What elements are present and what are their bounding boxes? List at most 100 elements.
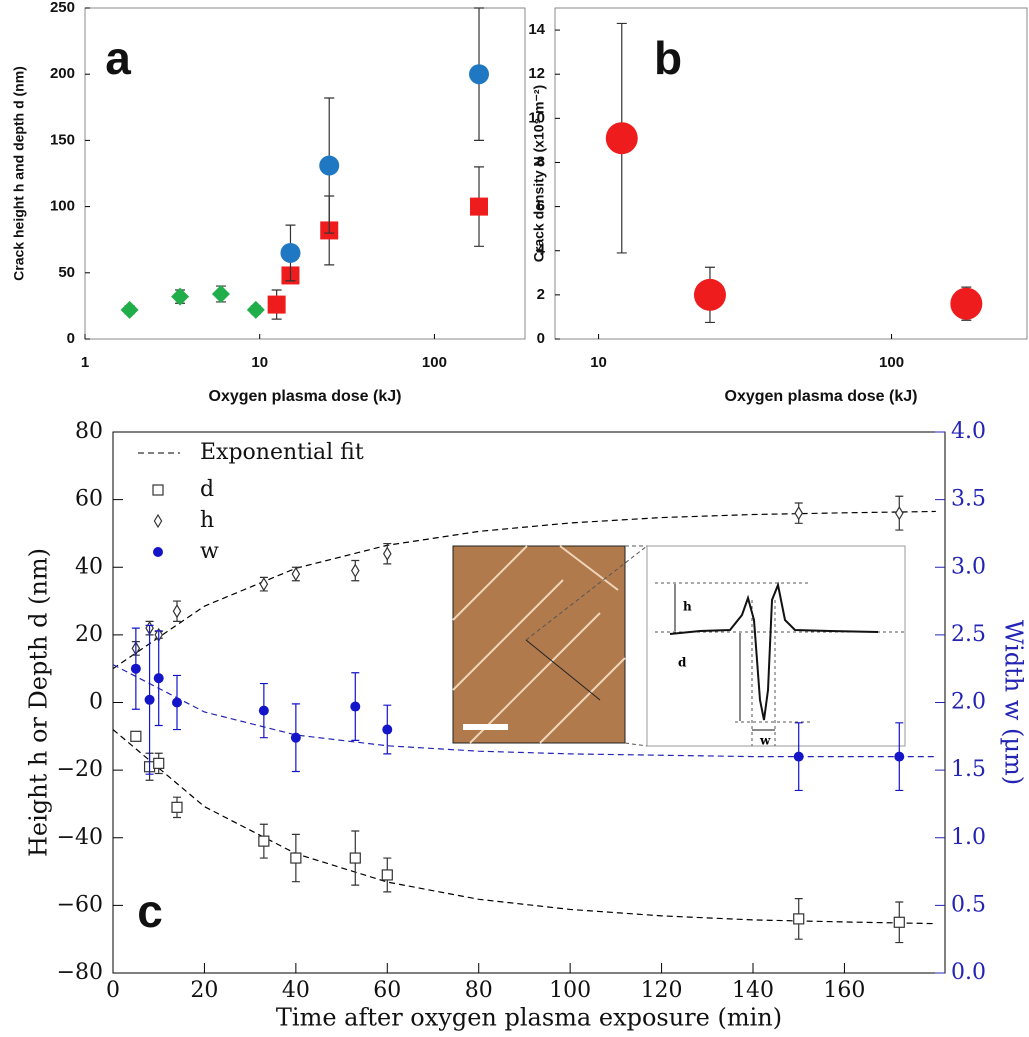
data-point: [130, 730, 142, 742]
x-tick-label: 1: [81, 354, 89, 371]
connector: [624, 742, 648, 747]
micrograph: [452, 545, 626, 744]
legend-marker: [153, 513, 163, 529]
data-point: [793, 913, 805, 925]
y-tick-label: −60: [57, 892, 103, 917]
scale-bar: [463, 724, 508, 730]
y-tick-label: 200: [50, 65, 75, 82]
data-point: [793, 751, 804, 762]
y-tick-label: −40: [57, 825, 103, 850]
y2-tick-label: 2.5: [951, 622, 986, 647]
x-tick-label: 60: [373, 978, 401, 1003]
data-point: [381, 869, 393, 881]
y-tick-label: 80: [75, 419, 103, 444]
data-point: [349, 852, 361, 864]
y-axis-label: Height h or Depth d (nm): [25, 548, 53, 857]
x-tick-label: 0: [106, 978, 120, 1003]
data-point: [319, 155, 340, 176]
x-tick-label: 10: [251, 354, 268, 371]
inset-label: h: [683, 600, 692, 614]
y-tick-label: 0: [67, 330, 75, 347]
y-tick-label: −20: [57, 757, 103, 782]
data-point: [894, 751, 905, 762]
legend-marker: [153, 547, 163, 557]
data-point: [171, 287, 190, 306]
inset: h d w: [452, 545, 906, 748]
legend-label: h: [200, 508, 214, 533]
y2-axis-label: Width w (µm): [1000, 620, 1028, 785]
data-point: [172, 604, 182, 619]
data-point: [469, 64, 490, 85]
y2-tick-label: 1.5: [951, 757, 986, 782]
x-tick-label: 140: [732, 978, 774, 1003]
data-point: [950, 287, 983, 320]
legend-label: d: [200, 477, 214, 502]
data-point: [144, 694, 155, 705]
data-point: [258, 705, 269, 716]
legend-label: Exponential fit: [200, 440, 364, 465]
y2-tick-label: 4.0: [951, 419, 986, 444]
y-tick-label: 10: [528, 109, 545, 126]
legend-label: w: [200, 539, 219, 564]
y-tick-label: 0: [89, 690, 103, 715]
x-tick-label: 10: [590, 354, 607, 371]
y-tick-label: 20: [75, 622, 103, 647]
x-tick-label: 100: [879, 354, 904, 371]
data-point: [693, 278, 726, 311]
x-tick-label: 40: [282, 978, 310, 1003]
y-tick-label: 150: [50, 131, 75, 148]
data-point: [290, 732, 301, 743]
data-point: [350, 701, 361, 712]
y2-tick-label: 3.0: [951, 554, 986, 579]
y-axis-label: Crack density N (x10⁹ m⁻²): [531, 85, 547, 262]
x-axis-label: Oxygen plasma dose (kJ): [725, 388, 918, 405]
data-point: [794, 505, 804, 521]
x-tick-label: 160: [823, 978, 865, 1003]
data-point: [267, 295, 286, 314]
data-point: [290, 852, 302, 864]
profile-guides: [655, 582, 905, 746]
data-point: [172, 697, 182, 708]
y-tick-label: 2: [537, 286, 545, 303]
crack-lines: [452, 545, 626, 744]
x-tick-label: 80: [465, 978, 493, 1003]
data-point: [893, 916, 905, 928]
y-tick-label: 4: [537, 242, 546, 259]
fit-line: [112, 729, 936, 925]
profile-curve: [669, 581, 879, 721]
y-tick-label: 60: [75, 487, 103, 512]
x-tick-label: 100: [549, 978, 591, 1003]
data-point: [291, 566, 301, 582]
inset-label: w: [759, 734, 771, 748]
data-point: [382, 546, 392, 561]
data-point: [382, 724, 393, 735]
dimension-arrows: [674, 584, 775, 731]
y2-tick-label: 2.0: [951, 690, 986, 715]
data-point: [259, 576, 269, 592]
x-tick-label: 120: [641, 978, 683, 1003]
data-point: [280, 242, 301, 263]
y-tick-label: 6: [537, 198, 545, 215]
y-axis-label: Crack height h and depth d (nm): [11, 66, 27, 281]
data-point: [153, 757, 165, 769]
x-tick-label: 100: [422, 354, 447, 371]
panel: 1 10 100 0 50 100 150 200 250 Oxygen plasma dose …: [11, 0, 526, 405]
inset-label: d: [678, 656, 687, 670]
panel-label: a: [105, 32, 131, 84]
data-point: [211, 284, 230, 303]
fit-line: [112, 510, 936, 670]
connector: [525, 545, 648, 641]
panel: 0 20 40 60 80 100 120 140 160 −80 −60 −40 −20 0 20 40 60…: [25, 419, 1028, 1032]
panel-label: b: [654, 32, 682, 84]
y-tick-label: 8: [537, 153, 545, 170]
panel: 10 100 0 2 4 6 8 10 12 14 Oxygen plasma dose (kJ) C…: [528, 7, 1028, 405]
y-tick-label: 12: [528, 65, 545, 82]
y-tick-label: 14: [528, 21, 545, 38]
y-tick-label: 250: [50, 0, 75, 16]
panel-label: c: [137, 885, 163, 937]
pointer: [525, 639, 601, 701]
data-point: [350, 563, 360, 578]
x-tick-label: 20: [190, 978, 218, 1003]
